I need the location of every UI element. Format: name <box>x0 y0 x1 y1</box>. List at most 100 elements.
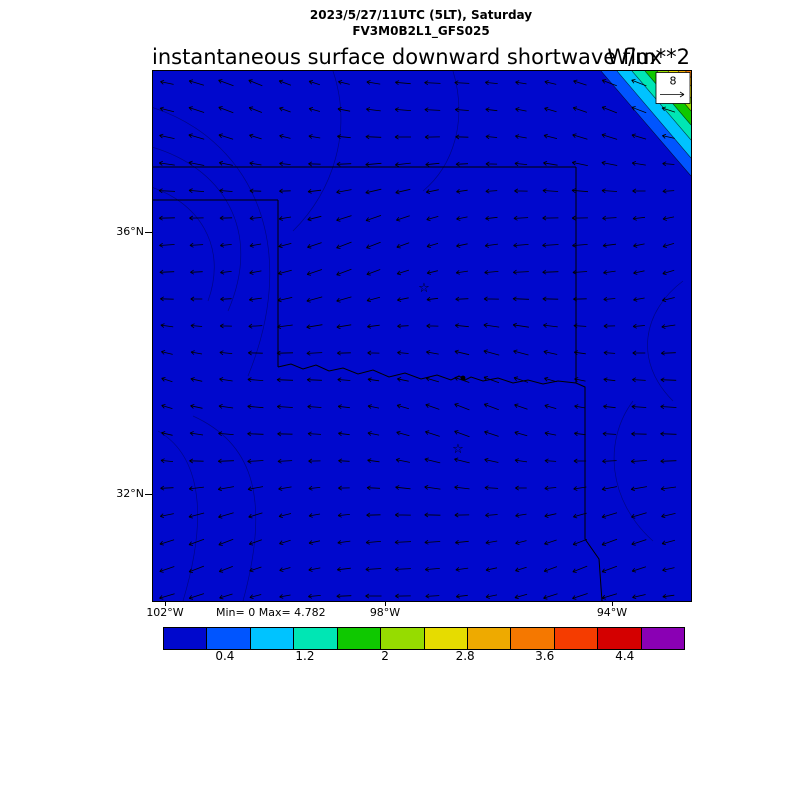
wind-vector <box>249 594 262 599</box>
map-svg: ☆ ☆ 8 <box>153 71 691 601</box>
wind-vector <box>249 566 262 573</box>
wind-vector <box>662 593 675 599</box>
wind-vector <box>336 268 352 276</box>
wind-vector <box>424 539 441 545</box>
wind-vector <box>307 242 322 249</box>
wind-vector <box>395 485 411 490</box>
wind-vector <box>188 106 205 113</box>
contour-line <box>292 71 342 232</box>
wind-vector <box>544 539 557 546</box>
reference-vector-box <box>655 72 691 104</box>
wind-vector <box>365 134 382 140</box>
wind-vector <box>455 539 469 545</box>
wind-vector <box>631 431 647 437</box>
wind-vector <box>542 242 559 248</box>
wind-vector <box>337 377 351 383</box>
wind-vector <box>336 296 352 303</box>
colorbar-segment <box>164 628 207 649</box>
wind-vector <box>601 188 618 194</box>
wind-vector <box>159 269 175 275</box>
wind-vector <box>306 269 323 276</box>
wind-vector <box>161 377 173 383</box>
flux-contour-edge <box>600 71 691 177</box>
wind-vector <box>426 270 438 275</box>
wind-vector <box>544 513 557 518</box>
wind-vector <box>218 404 234 409</box>
wind-vector <box>219 377 233 382</box>
wind-vector <box>159 242 175 248</box>
wind-vector <box>160 79 174 85</box>
wind-vector <box>513 349 529 356</box>
wind-vector <box>248 297 262 302</box>
wind-vector <box>308 107 321 112</box>
wind-vector <box>514 161 528 167</box>
wind-vector <box>306 296 323 303</box>
wind-vector <box>601 133 618 140</box>
wind-vector <box>601 565 618 573</box>
wind-vector <box>308 567 321 572</box>
wind-vector <box>485 107 498 113</box>
wind-vector <box>514 458 528 464</box>
wind-vector <box>308 80 321 86</box>
wind-vector <box>514 188 528 194</box>
wind-vector <box>514 593 528 600</box>
wind-vector <box>425 189 439 194</box>
wind-vector <box>483 296 499 302</box>
wind-vector <box>161 404 173 409</box>
wind-vector <box>512 296 530 302</box>
wind-vector <box>396 430 410 437</box>
wind-vector <box>572 133 588 140</box>
colorbar-segment <box>380 628 424 649</box>
colorbar-tick-label: 2.8 <box>455 649 475 663</box>
wind-vector <box>660 486 677 491</box>
wind-vector <box>483 322 500 328</box>
wind-vector <box>631 161 646 166</box>
wind-vector <box>424 566 440 572</box>
wind-vector <box>424 80 441 86</box>
wind-vector <box>366 80 381 85</box>
wind-vector <box>454 512 470 518</box>
wind-vector <box>395 593 411 599</box>
wind-vector <box>365 162 382 167</box>
wind-vector <box>573 296 587 302</box>
wind-vector <box>485 134 498 140</box>
wind-vector <box>248 512 263 519</box>
wind-vector <box>218 538 234 546</box>
flux-contour-edge <box>631 71 691 141</box>
wind-vector <box>337 134 351 140</box>
wind-vector <box>631 512 647 519</box>
colorbar-segment <box>249 628 294 649</box>
reference-vector-arrow-icon <box>660 91 685 98</box>
wind-vector <box>308 161 321 167</box>
wind-vector <box>455 296 469 302</box>
wind-vector <box>574 431 586 437</box>
wind-vector <box>337 540 351 545</box>
colorbar-segment <box>597 628 641 649</box>
colorbar <box>163 627 685 650</box>
wind-vector <box>543 323 558 328</box>
wind-vector <box>188 79 205 86</box>
wind-vector <box>662 269 675 276</box>
wind-vector <box>515 512 527 518</box>
wind-vector <box>159 539 175 546</box>
wind-vector <box>367 350 380 356</box>
wind-vector <box>660 377 677 383</box>
wind-vector <box>542 215 559 221</box>
wind-vector <box>219 593 233 600</box>
wind-vector <box>278 79 292 86</box>
wind-vector <box>248 79 263 87</box>
lat-label-36n: 36°N <box>116 225 144 238</box>
wind-vector <box>515 566 527 573</box>
wind-vector <box>662 161 675 167</box>
wind-vector <box>218 106 234 114</box>
wind-vector <box>190 323 203 329</box>
wind-vector <box>365 215 382 222</box>
wind-vector <box>572 565 588 573</box>
wind-vector <box>397 297 409 302</box>
wind-vector <box>247 458 264 464</box>
wind-vector <box>365 593 382 599</box>
wind-vector <box>367 431 380 436</box>
wind-vector <box>337 512 350 518</box>
wind-vector <box>632 350 646 356</box>
wind-vector <box>573 458 587 464</box>
